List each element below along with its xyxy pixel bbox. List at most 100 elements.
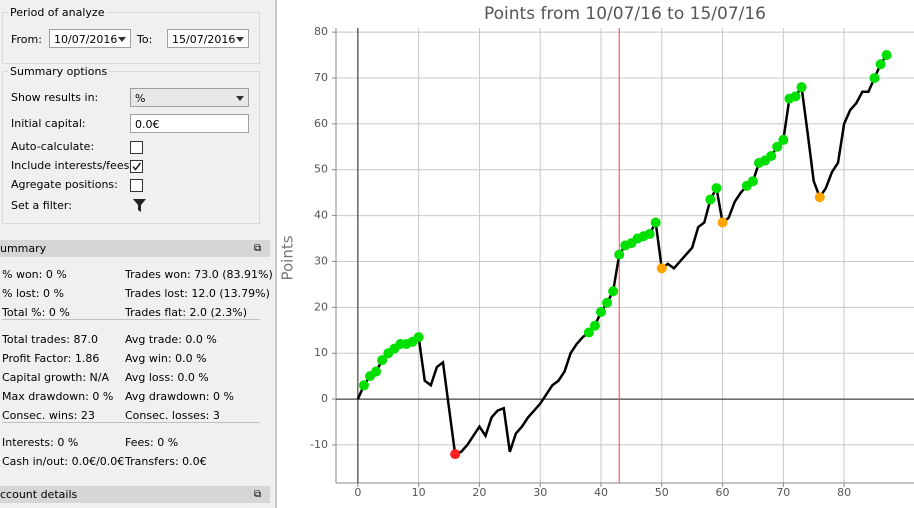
y-tick-label: 0	[321, 392, 328, 405]
stat: Total %: 0 %	[2, 306, 70, 319]
label: To:	[137, 33, 153, 46]
value: %	[135, 92, 146, 105]
label: Set a filter:	[11, 199, 72, 212]
section-title: ummary	[0, 242, 47, 255]
point-marker	[650, 217, 661, 228]
label: Initial capital:	[11, 117, 86, 130]
y-tick-label: 60	[314, 117, 328, 130]
point-marker	[371, 366, 382, 377]
point-marker	[766, 150, 777, 161]
point-marker	[705, 194, 716, 205]
point-marker	[377, 355, 388, 366]
stat: Transfers: 0.0€	[125, 455, 207, 468]
options-group	[2, 71, 260, 224]
section-bar[interactable]: ummary ⧉	[0, 240, 270, 257]
x-tick-label: 10	[412, 486, 426, 499]
y-tick-label: 40	[314, 209, 328, 222]
value: 15/07/2016	[172, 33, 236, 46]
y-tick-label: 80	[314, 25, 328, 38]
line	[356, 54, 888, 456]
x-tick-label: 50	[655, 486, 669, 499]
value: 0.0€	[135, 118, 160, 131]
x-tick-label: 80	[837, 486, 851, 499]
stat: Consec. losses: 3	[125, 409, 220, 422]
stat: Avg loss: 0.0 %	[125, 371, 209, 384]
y-tick-label: 20	[314, 300, 328, 313]
stat: Profit Factor: 1.86	[2, 352, 100, 365]
point-marker	[644, 228, 655, 239]
group-title: Summary options	[8, 65, 110, 78]
y-axis-label: Points	[279, 235, 297, 280]
point-marker	[772, 141, 783, 152]
filter-icon[interactable]	[132, 198, 147, 213]
stat: Avg trade: 0.0 %	[125, 333, 217, 346]
value: 10/07/2016	[54, 33, 118, 46]
point-marker	[656, 263, 667, 274]
stat: Interests: 0 %	[2, 436, 79, 449]
label: Agregate positions:	[11, 178, 118, 191]
point-marker	[413, 332, 424, 343]
stat: Capital growth: N/A	[2, 371, 110, 384]
point-marker	[790, 91, 801, 102]
point-marker	[875, 59, 886, 70]
x-tick-label: 30	[533, 486, 547, 499]
point-marker	[608, 286, 619, 297]
point-marker	[595, 306, 606, 317]
checkbox[interactable]	[130, 141, 143, 154]
results-combo[interactable]: %	[130, 88, 249, 107]
label: Include interests/fees:	[11, 159, 134, 172]
point-marker	[602, 297, 613, 308]
y-tick-label: 50	[314, 163, 328, 176]
section-title: ccount details	[0, 488, 78, 501]
point-marker	[747, 176, 758, 187]
x-tick-label: 20	[472, 486, 486, 499]
separator	[2, 319, 260, 320]
point-marker	[614, 249, 625, 260]
stat: Trades lost: 12.0 (13.79%)	[125, 287, 270, 300]
chart-title: Points from 10/07/16 to 15/07/16	[484, 4, 766, 24]
label: Auto-calculate:	[11, 140, 95, 153]
stat: % won: 0 %	[2, 268, 67, 281]
label: Show results in:	[11, 91, 99, 104]
to-date[interactable]: 15/07/2016	[167, 29, 249, 48]
stat: Trades flat: 2.0 (2.3%)	[125, 306, 248, 319]
period-group	[2, 12, 260, 64]
label: From:	[11, 33, 42, 46]
stat: Avg win: 0.0 %	[125, 352, 207, 365]
point-marker	[881, 50, 892, 61]
group-title: Period of analyze	[8, 6, 107, 19]
stat: Max drawdown: 0 %	[2, 390, 114, 403]
stat: Consec. wins: 23	[2, 409, 95, 422]
stat: % lost: 0 %	[2, 287, 64, 300]
checkbox[interactable]	[130, 160, 143, 173]
x-tick-label: 40	[594, 486, 608, 499]
stat: Trades won: 73.0 (83.91%)	[125, 268, 273, 281]
point-marker	[796, 82, 807, 93]
chart: Points from 10/07/16 to 15/07/16 Points …	[279, 4, 914, 499]
y-tick-label: 70	[314, 71, 328, 84]
checkbox[interactable]	[130, 179, 143, 192]
separator	[2, 422, 260, 423]
point-marker	[814, 192, 825, 203]
point-marker	[869, 72, 880, 83]
point-marker	[583, 327, 594, 338]
point-marker	[711, 183, 722, 194]
x-tick-label: 60	[716, 486, 730, 499]
stat: Avg drawdown: 0 %	[125, 390, 234, 403]
y-tick-label: 30	[314, 254, 328, 267]
point-marker	[589, 320, 600, 331]
from-date[interactable]: 10/07/2016	[49, 29, 131, 48]
point-marker	[450, 449, 461, 460]
x-tick-label: 70	[776, 486, 790, 499]
point-marker	[717, 217, 728, 228]
stat: Total trades: 87.0	[2, 333, 98, 346]
stat: Fees: 0 %	[125, 436, 179, 449]
side-panel: Period of analyze From: 10/07/2016 To: 1…	[0, 0, 277, 508]
point-marker	[778, 134, 789, 145]
section-bar[interactable]: ccount details ⧉	[0, 486, 270, 503]
point-marker	[358, 380, 369, 391]
x-tick-label: 0	[354, 486, 361, 499]
y-tick-label: 10	[314, 346, 328, 359]
capital-input[interactable]: 0.0€	[130, 114, 249, 133]
